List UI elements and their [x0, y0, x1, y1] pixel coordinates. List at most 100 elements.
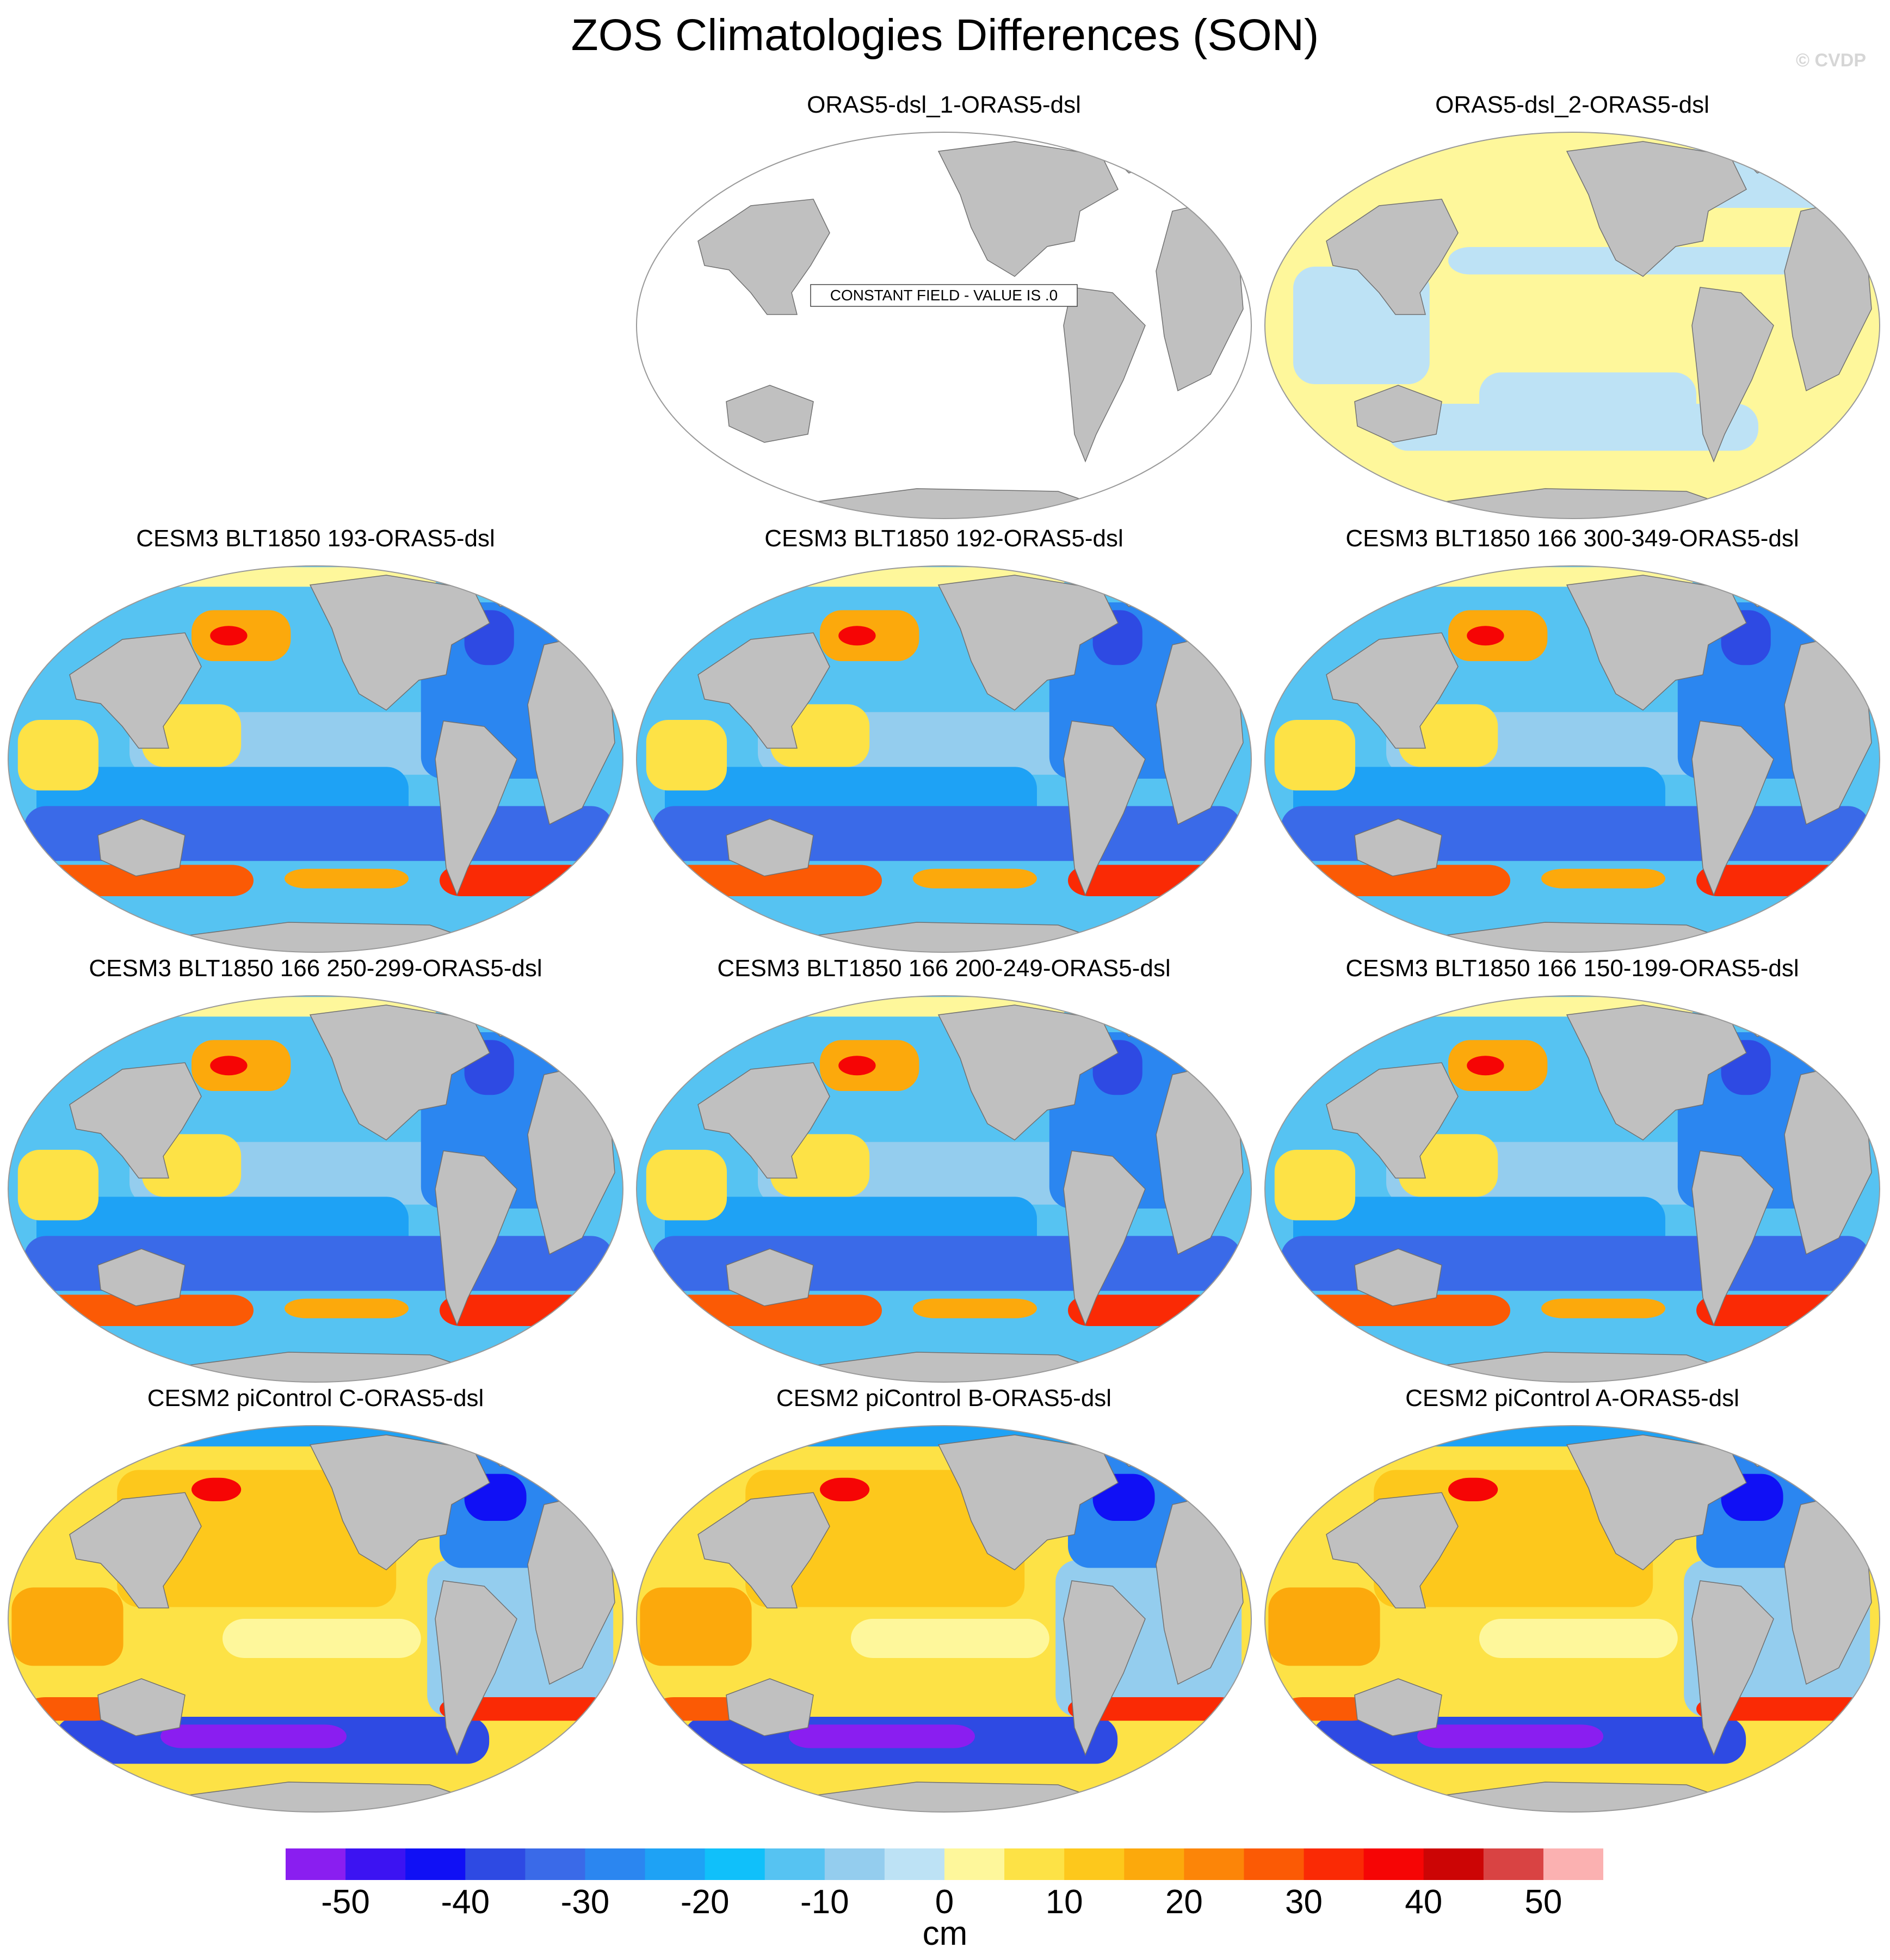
panel-title: CESM3 BLT1850 166 300-349-ORAS5-dsl — [1345, 525, 1799, 552]
anomaly-region — [913, 868, 1037, 889]
land-mass — [1063, 287, 1146, 463]
world-map — [8, 995, 623, 1383]
panel-title: CESM2 piControl B-ORAS5-dsl — [776, 1385, 1112, 1412]
colorbar-swatch — [1064, 1848, 1125, 1880]
colorbar-swatch — [824, 1848, 885, 1880]
panel-title: CESM2 piControl A-ORAS5-dsl — [1405, 1385, 1739, 1412]
anomaly-region — [160, 1724, 347, 1748]
anomaly-region — [913, 1298, 1037, 1318]
land-mass — [726, 385, 814, 443]
colorbar-swatch — [1124, 1848, 1184, 1880]
map-panel: CESM3 BLT1850 166 300-349-ORAS5-dsl — [1262, 525, 1882, 955]
anomaly-region — [1541, 868, 1665, 889]
colorbar-swatch — [585, 1848, 646, 1880]
land-mass — [697, 199, 830, 315]
land-mass — [1063, 1150, 1146, 1327]
colorbar-swatch — [1184, 1848, 1244, 1880]
colorbar-swatch — [1423, 1848, 1484, 1880]
colorbar-swatch — [465, 1848, 526, 1880]
colorbar-swatch — [764, 1848, 825, 1880]
land-mass — [1691, 1580, 1774, 1756]
land-mass — [1326, 1062, 1459, 1179]
anomaly-region — [1293, 865, 1510, 896]
colorbar-swatch — [345, 1848, 406, 1880]
world-map — [636, 1425, 1252, 1813]
constant-field-note: CONSTANT FIELD - VALUE IS .0 — [830, 287, 1058, 304]
anomaly-region — [820, 1477, 870, 1501]
colorbar-tick-label: 20 — [1165, 1883, 1203, 1921]
anomaly-region — [17, 720, 98, 791]
colorbar-tick-labels: -50 -40 -30 -20 -10 0 10 20 30 40 50 — [286, 1883, 1603, 1921]
colorbar-swatch — [944, 1848, 1005, 1880]
land-mass — [435, 720, 517, 897]
colorbar-swatch — [1004, 1848, 1065, 1880]
map-panel: ORAS5-dsl_2-ORAS5-dsl — [1262, 91, 1882, 521]
anomaly-region — [851, 1619, 1049, 1658]
anomaly-region — [1274, 1150, 1355, 1221]
panel-title: CESM3 BLT1850 166 250-299-ORAS5-dsl — [89, 955, 542, 982]
anomaly-region — [1386, 404, 1758, 451]
colorbar-tick-label: -30 — [560, 1883, 610, 1921]
land-mass — [69, 632, 202, 749]
anomaly-region — [440, 1697, 614, 1721]
anomaly-region — [36, 1295, 254, 1326]
anomaly-region — [17, 1150, 98, 1221]
colorbar-swatch — [1304, 1848, 1364, 1880]
map-outline — [1264, 1425, 1880, 1813]
land-mass — [97, 818, 186, 877]
colorbar-tick-label: -10 — [800, 1883, 849, 1921]
colorbar-tick-label: 0 — [935, 1883, 954, 1921]
map-panel: CESM3 BLT1850 192-ORAS5-dsl — [634, 525, 1254, 955]
anomaly-region — [210, 1056, 248, 1076]
anomaly-region — [1448, 1477, 1498, 1501]
panel-title: CESM2 piControl C-ORAS5-dsl — [147, 1385, 484, 1412]
colorbar-swatch — [1543, 1848, 1603, 1880]
map-outline — [636, 995, 1252, 1383]
world-map — [8, 1425, 623, 1813]
anomaly-region — [285, 868, 409, 889]
land-mass — [1691, 1150, 1774, 1327]
panel-title: CESM3 BLT1850 166 150-199-ORAS5-dsl — [1345, 955, 1799, 982]
anomaly-region — [1541, 1298, 1665, 1318]
colorbar-tick-label: -50 — [321, 1883, 370, 1921]
land-mass — [726, 1248, 814, 1306]
land-mass — [1354, 1678, 1442, 1736]
land-mass — [1326, 199, 1459, 315]
world-map — [636, 565, 1252, 953]
land-mass — [1354, 385, 1442, 443]
colorbar-tick-label: -20 — [680, 1883, 730, 1921]
anomaly-region — [1467, 1056, 1504, 1076]
anomaly-region — [192, 1477, 242, 1501]
land-mass — [697, 1492, 830, 1608]
land-mass — [1691, 287, 1774, 463]
map-outline — [636, 1425, 1252, 1813]
land-mass — [1326, 632, 1459, 749]
panel-title: CESM3 BLT1850 193-ORAS5-dsl — [136, 525, 495, 552]
map-outline — [8, 565, 623, 953]
world-map — [1264, 995, 1880, 1383]
map-outline — [8, 1425, 623, 1813]
anomaly-region — [223, 1619, 421, 1658]
map-outline — [1264, 995, 1880, 1383]
colorbar-swatch — [405, 1848, 466, 1880]
land-mass — [1354, 818, 1442, 877]
land-mass — [69, 1062, 202, 1179]
map-panel: CESM2 piControl A-ORAS5-dsl — [1262, 1385, 1882, 1815]
colorbar — [286, 1848, 1603, 1880]
map-panel: CESM3 BLT1850 166 150-199-ORAS5-dsl — [1262, 955, 1882, 1385]
land-mass — [1063, 720, 1146, 897]
land-mass — [97, 1248, 186, 1306]
land-mass — [97, 1678, 186, 1736]
anomaly-region — [838, 626, 876, 646]
map-outline — [8, 995, 623, 1383]
colorbar-swatch — [884, 1848, 945, 1880]
land-mass — [1691, 720, 1774, 897]
colorbar-swatch — [1363, 1848, 1424, 1880]
land-mass — [697, 1062, 830, 1179]
anomaly-region — [1274, 720, 1355, 791]
colorbar-tick-label: 30 — [1285, 1883, 1323, 1921]
map-outline — [636, 565, 1252, 953]
land-mass — [69, 1492, 202, 1608]
colorbar-units: cm — [922, 1915, 968, 1952]
anomaly-region — [210, 626, 248, 646]
